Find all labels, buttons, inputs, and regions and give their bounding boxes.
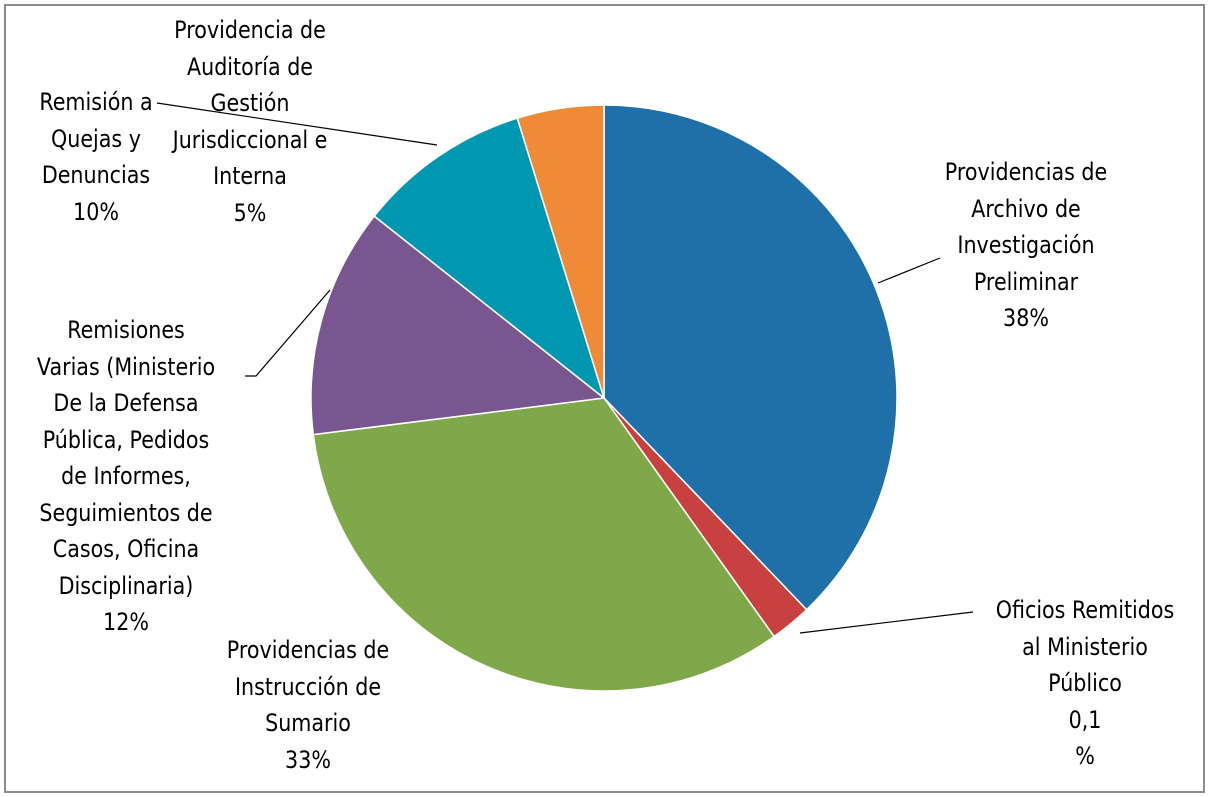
label-line: Casos, Oficina (52, 535, 200, 563)
label-auditoria: Providencia de Auditoría de Gestión Juri… (157, 12, 343, 231)
label-line: Público (1048, 669, 1122, 697)
label-line: Gestión (210, 89, 290, 117)
leader-remisiones-varias (245, 289, 331, 377)
label-line: Denuncias (41, 161, 151, 189)
label-line: Disciplinaria) (58, 571, 194, 600)
label-line: Remisiones (67, 316, 185, 344)
label-line: Varias (Ministerio (36, 352, 216, 381)
label-line: Providencias de (944, 158, 1108, 186)
label-quejas: Remisión a Quejas y Denuncias 10% (20, 84, 171, 230)
label-line: Jurisdiccional e (172, 125, 328, 154)
label-line: al Ministerio (1022, 632, 1148, 661)
label-percent: 5% (233, 198, 267, 227)
label-percent: 0,1 (1068, 705, 1102, 734)
label-remisiones-varias: Remisiones Varias (Ministerio De la Defe… (25, 312, 228, 641)
leader-archivo (877, 257, 941, 284)
label-line: Pública, Pedidos (42, 425, 210, 454)
label-instruccion: Providencias de Instrucción de Sumario 3… (207, 632, 410, 778)
leader-oficios (799, 611, 974, 634)
label-percent: 12% (103, 608, 149, 636)
label-percent: 38% (1003, 304, 1049, 332)
label-line: Providencia de (174, 16, 326, 44)
slice-archivo (603, 104, 898, 611)
label-line: Interna (213, 162, 287, 190)
label-archivo: Providencias de Archivo de Investigación… (933, 154, 1119, 337)
label-line: de Informes, (61, 462, 191, 490)
label-percent-suffix: % (1075, 742, 1095, 770)
label-line: Seguimientos de (39, 498, 213, 527)
label-line: Providencias de (226, 636, 390, 664)
label-percent: 33% (285, 745, 331, 774)
label-percent: 10% (73, 197, 119, 226)
label-line: Archivo de (971, 194, 1081, 223)
label-line: Instrucción de (234, 672, 382, 701)
slice-remisiones-varias (310, 215, 606, 436)
label-line: Remisión a (39, 88, 153, 116)
label-line: Preliminar (973, 267, 1079, 296)
leader-quejas (156, 102, 438, 146)
label-line: Auditoría de (187, 52, 313, 81)
label-line: Oficios Remitidos (995, 596, 1175, 624)
label-line: Quejas y (51, 124, 141, 153)
slice-auditoria (516, 104, 605, 399)
slice-quejas (373, 117, 606, 401)
label-line: De la Defensa (53, 389, 199, 417)
label-oficios: Oficios Remitidos al Ministerio Público … (978, 592, 1193, 775)
label-line: Sumario (265, 709, 351, 737)
slice-instruccion (312, 397, 776, 692)
label-line: Investigación (957, 231, 1095, 259)
